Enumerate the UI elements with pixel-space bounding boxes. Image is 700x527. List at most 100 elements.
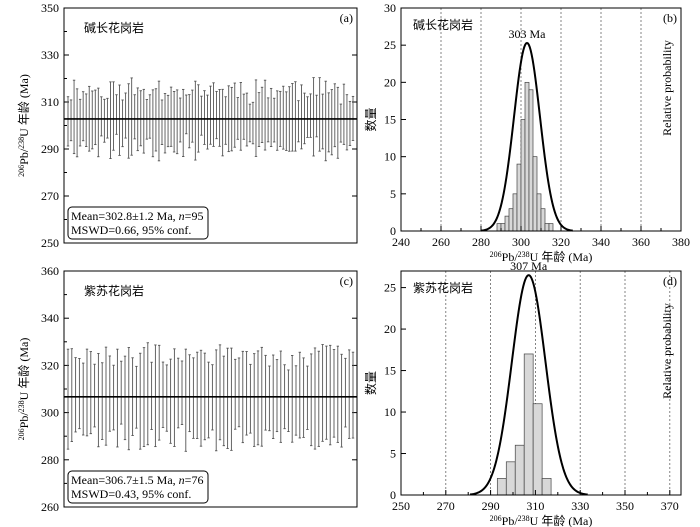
- histogram-bar: [544, 223, 550, 232]
- panel-2: 260 280 300 320 340 360 紫苏花岗岩 (c) Mean=306.7±1.5…: [17, 264, 358, 514]
- stat-mean-text: Mean=302.8±1.2 Ma,: [71, 209, 179, 223]
- x-axis-mass1: 206: [490, 250, 502, 259]
- x-tick-label: 370: [661, 499, 679, 513]
- y-tick-label: 340: [41, 311, 59, 325]
- panel-tag: (d): [663, 274, 677, 288]
- histogram-bar: [514, 444, 525, 496]
- y-tick-label: 330: [41, 48, 59, 62]
- y-tick-label: 10: [384, 405, 396, 419]
- histogram-bar: [512, 193, 518, 232]
- stat-n-value: =95: [185, 209, 204, 223]
- histogram-bar: [536, 193, 542, 232]
- y-tick-label: 0: [390, 488, 396, 502]
- relative-probability-label: Relative probability: [660, 303, 674, 399]
- y-tick-label: 30: [384, 1, 396, 15]
- stat-line-mswd: MSWD=0.66, 95% conf.: [71, 223, 191, 237]
- y-tick-label: 300: [41, 406, 59, 420]
- x-axis-el2: U 年龄 (Ma): [530, 514, 593, 527]
- x-axis-mass1: 206: [490, 514, 502, 523]
- histogram-bar: [548, 223, 554, 232]
- y-tick-label: 280: [41, 453, 59, 467]
- stat-box: [67, 470, 209, 504]
- plot-frame: [400, 270, 682, 496]
- stat-line-mean: Mean=306.7±1.5 Ma, n=76: [71, 473, 203, 487]
- y-tick-label: 10: [384, 150, 396, 164]
- y-axis-label-el1: Pb/: [17, 412, 31, 429]
- y-axis-label: 数量: [363, 371, 378, 395]
- stat-box: [67, 206, 209, 240]
- x-tick-label: 280: [472, 235, 490, 249]
- stat-mean-text: Mean=306.7±1.5 Ma,: [71, 473, 179, 487]
- x-tick-label: 350: [616, 499, 634, 513]
- probability-curve: [469, 274, 588, 496]
- y-axis-label-el2: U 年龄 (Ma): [17, 338, 31, 401]
- y-axis-label: 数量: [363, 107, 378, 131]
- y-axis-label-mass2: 238: [17, 400, 26, 412]
- histogram-bar: [540, 208, 546, 232]
- histogram-bar: [532, 403, 543, 496]
- histogram-bar: [496, 478, 507, 496]
- stat-n-value: =76: [185, 473, 204, 487]
- histogram-bar: [520, 119, 526, 232]
- panel-3: 250 270 290 310 330 350 370 0 5 10 15 20 25 紫苏花岗岩 (d) 3…: [363, 259, 682, 527]
- x-tick-label: 330: [571, 499, 589, 513]
- y-tick-label: 20: [384, 322, 396, 336]
- y-tick-label: 350: [41, 1, 59, 15]
- probability-curve: [481, 41, 573, 232]
- rock-label: 碱长花岗岩: [413, 17, 473, 32]
- x-tick-label: 320: [552, 235, 570, 249]
- y-axis-label: 206Pb/238U 年龄 (Ma): [17, 74, 31, 177]
- x-tick-label: 290: [482, 499, 500, 513]
- histogram-bar: [516, 163, 522, 232]
- y-tick-label: 310: [41, 95, 59, 109]
- x-tick-label: 270: [437, 499, 455, 513]
- peak-age-label: 303 Ma: [509, 27, 547, 41]
- stat-n-symbol: n: [179, 209, 185, 223]
- y-tick-label: 260: [41, 500, 59, 514]
- x-tick-label: 240: [392, 235, 410, 249]
- histogram-bar: [541, 478, 552, 496]
- rock-label: 紫苏花岗岩: [413, 280, 473, 295]
- stat-line-mean: Mean=302.8±1.2 Ma, n=95: [71, 209, 203, 223]
- histogram-bar: [500, 223, 506, 232]
- x-axis-el1: Pb/: [502, 250, 519, 264]
- x-axis-el1: Pb/: [502, 514, 519, 527]
- peak-age-label: 307 Ma: [510, 259, 548, 273]
- x-tick-label: 340: [592, 235, 610, 249]
- y-axis-label: 206Pb/238U 年龄 (Ma): [17, 338, 31, 441]
- y-axis-label-mass1: 206: [17, 165, 26, 177]
- y-tick-label: 5: [390, 187, 396, 201]
- histogram-bar: [496, 223, 502, 232]
- y-tick-label: 25: [384, 281, 396, 295]
- y-axis-label-el1: Pb/: [17, 148, 31, 165]
- y-tick-label: 360: [41, 264, 59, 278]
- histogram-bar: [504, 215, 510, 232]
- y-tick-label: 270: [41, 189, 59, 203]
- x-axis-mass2: 238: [518, 514, 530, 523]
- x-tick-label: 380: [672, 235, 690, 249]
- x-tick-label: 310: [526, 499, 544, 513]
- stat-line-mswd: MSWD=0.43, 95% conf.: [71, 487, 191, 501]
- rock-label: 碱长花岗岩: [84, 20, 144, 35]
- histogram-bar: [532, 156, 538, 232]
- x-axis-label: 206Pb/238U 年龄 (Ma): [490, 514, 593, 527]
- y-tick-label: 20: [384, 75, 396, 89]
- y-axis-label-mass1: 206: [17, 428, 26, 440]
- x-axis-label: 206Pb/238U 年龄 (Ma): [490, 250, 593, 264]
- relative-probability-label: Relative probability: [660, 40, 674, 136]
- y-tick-label: 25: [384, 38, 396, 52]
- panel-tag: (a): [340, 11, 353, 25]
- y-axis-label-mass2: 238: [17, 137, 26, 149]
- histogram-bar: [528, 89, 534, 232]
- y-tick-label: 250: [41, 236, 59, 250]
- histogram-bar: [523, 353, 534, 496]
- x-tick-label: 260: [432, 235, 450, 249]
- stat-n-symbol: n: [179, 473, 185, 487]
- y-axis-label-el2: U 年龄 (Ma): [17, 74, 31, 137]
- y-tick-label: 290: [41, 142, 59, 156]
- y-tick-label: 15: [384, 113, 396, 127]
- histogram-bar: [524, 81, 530, 232]
- x-tick-label: 360: [632, 235, 650, 249]
- rock-label: 紫苏花岗岩: [84, 283, 144, 298]
